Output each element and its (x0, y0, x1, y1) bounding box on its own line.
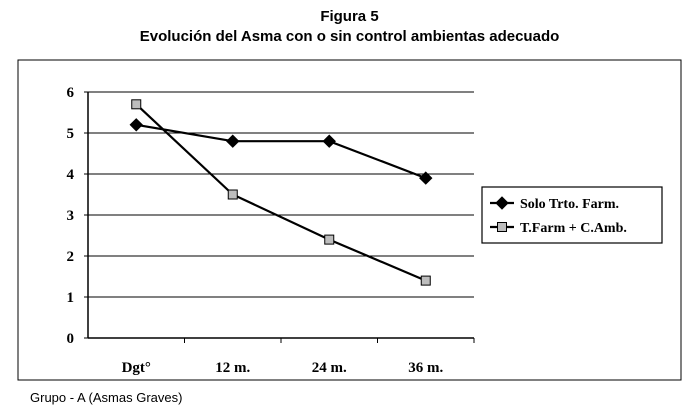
y-tick-label: 5 (67, 126, 75, 142)
data-point-diamond (419, 171, 433, 185)
data-point-square (227, 189, 238, 200)
y-tick-label: 2 (67, 249, 75, 265)
series-line-2 (135, 103, 427, 282)
data-point-diamond (322, 134, 336, 148)
data-point-square (324, 234, 335, 245)
figure-title: Figura 5 (320, 8, 379, 25)
y-tick-label: 1 (67, 290, 75, 306)
y-tick-label: 4 (67, 167, 75, 183)
data-point-diamond (495, 196, 509, 210)
x-tick-label: 36 m. (408, 360, 443, 376)
data-point-diamond (226, 134, 240, 148)
legend-label: Solo Trto. Farm. (520, 197, 619, 212)
data-point-square (420, 275, 431, 286)
y-tick-label: 0 (67, 331, 75, 347)
x-tick-label: 24 m. (312, 360, 347, 376)
figure-subtitle: Evolución del Asma con o sin control amb… (139, 28, 560, 45)
y-tick-label: 3 (67, 208, 75, 224)
data-point-diamond (129, 118, 143, 132)
legend-label: T.Farm + C.Amb. (520, 221, 627, 236)
x-tick-label: 12 m. (215, 360, 250, 376)
x-tick-label: Dgt° (122, 360, 151, 376)
y-tick-label: 6 (67, 85, 75, 101)
figure-caption: Grupo - A (Asmas Graves) (30, 390, 183, 405)
chart-frame (17, 59, 682, 381)
data-point-square (131, 99, 142, 110)
legend-box (481, 186, 663, 244)
series-line-1 (136, 123, 427, 180)
data-point-square (497, 222, 507, 232)
